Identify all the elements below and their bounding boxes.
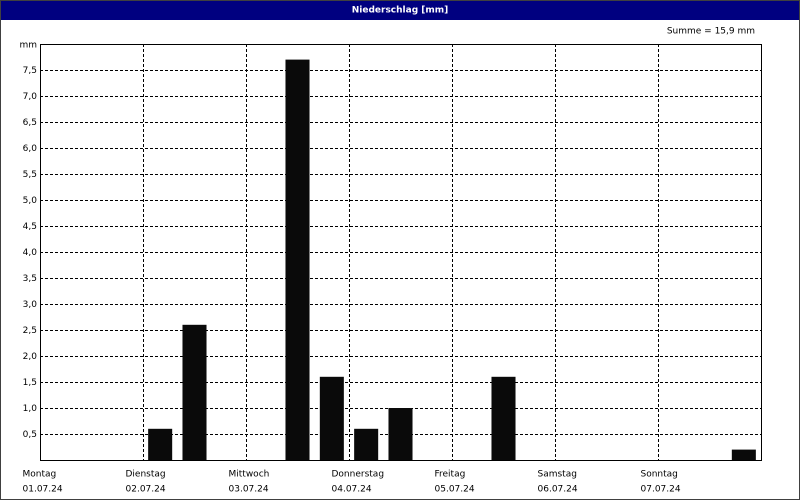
x-date-label: 06.07.24 [538,485,578,495]
bar [731,449,756,460]
x-day-label: Samstag [538,470,577,480]
x-day-label: Mittwoch [229,470,270,480]
y-tick-label: 5,0 [23,196,38,206]
x-day-label: Dienstag [126,470,166,480]
y-tick-label: 7,5 [23,66,37,76]
bar [182,324,207,460]
y-tick-label: 2,5 [23,326,37,336]
x-day-label: Donnerstag [332,470,385,480]
y-tick-label: 1,5 [23,378,37,388]
y-tick-label: 4,0 [23,248,38,258]
bar [354,428,379,460]
x-date-label: 03.07.24 [229,485,269,495]
x-date-label: 02.07.24 [126,485,166,495]
x-day-label: Freitag [435,470,466,480]
x-date-label: 05.07.24 [435,485,475,495]
x-day-label: Montag [23,470,57,480]
title-bar [1,1,799,20]
y-tick-label: 1,0 [23,404,38,414]
y-tick-label: 0,5 [23,430,37,440]
x-date-label: 04.07.24 [332,485,372,495]
y-tick-label: 3,0 [23,300,38,310]
y-axis-unit: mm [19,41,37,51]
bar [319,376,344,460]
x-day-label: Sonntag [641,470,678,480]
y-tick-label: 6,5 [23,118,37,128]
plot-border [40,44,762,461]
y-tick-label: 7,0 [23,92,38,102]
x-date-label: 07.07.24 [641,485,681,495]
sum-annotation: Summe = 15,9 mm [667,27,755,37]
chart-title: Niederschlag [mm] [352,6,449,16]
y-tick-label: 5,5 [23,170,37,180]
y-tick-label: 3,5 [23,274,37,284]
y-tick-label: 4,5 [23,222,37,232]
bar [148,428,173,460]
y-tick-label: 6,0 [23,144,38,154]
bar [285,59,310,460]
x-date-label: 01.07.24 [23,485,63,495]
bar [491,376,516,460]
bar [388,408,413,460]
y-tick-label: 2,0 [23,352,38,362]
